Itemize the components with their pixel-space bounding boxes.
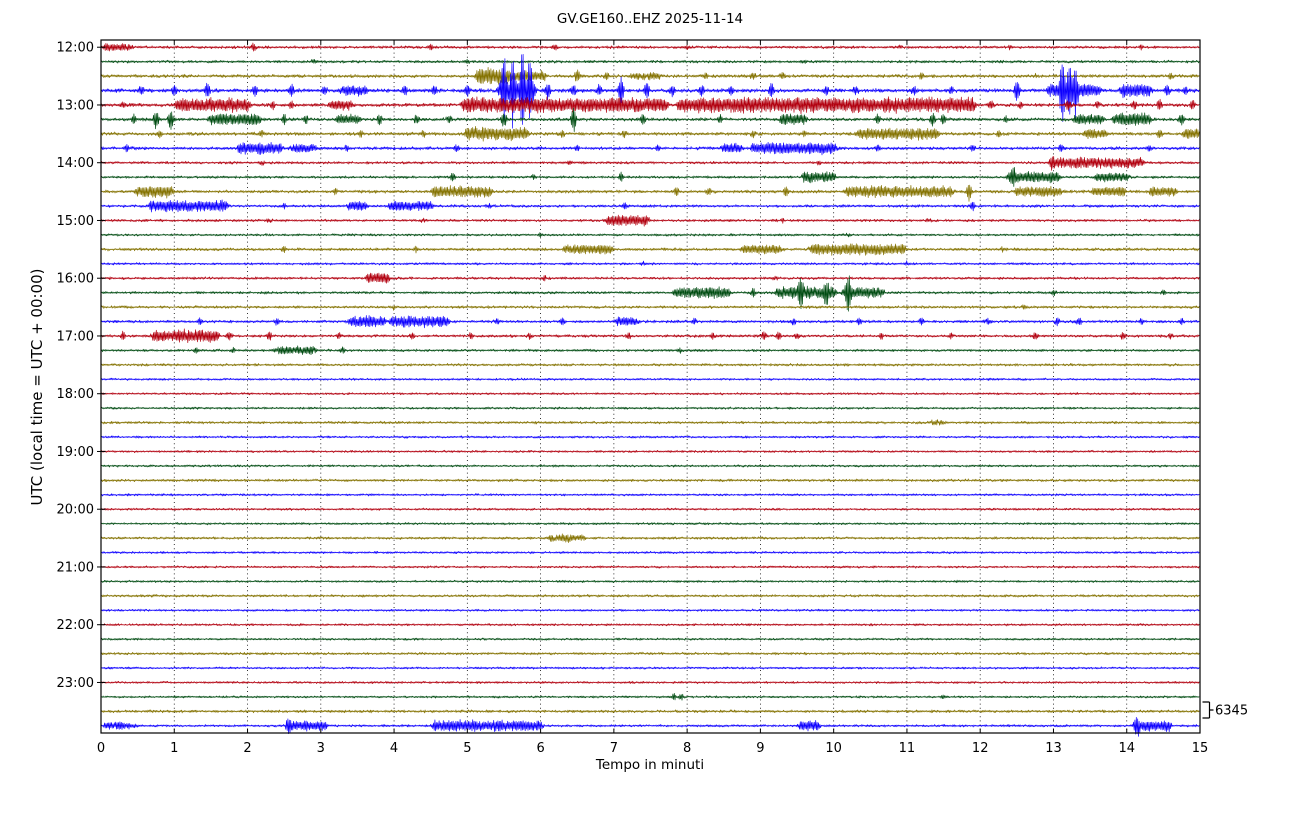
hour-tick-label: 16:00	[57, 272, 94, 287]
trace-20:00	[100, 507, 1200, 511]
trace-21:45	[100, 608, 1200, 612]
trace-13:15	[100, 107, 1200, 132]
trace-17:30	[100, 363, 1200, 367]
x-tick-label: 6	[536, 741, 544, 756]
trace-23:45	[100, 716, 1200, 737]
trace-15:00	[100, 214, 1200, 227]
hour-tick-label: 21:00	[57, 560, 94, 575]
trace-16:00	[100, 272, 1200, 284]
x-tick-label: 9	[756, 741, 764, 756]
trace-13:00	[100, 96, 1200, 115]
trace-13:45	[100, 141, 1200, 156]
x-tick-label: 15	[1192, 741, 1209, 756]
trace-19:45	[100, 493, 1200, 497]
x-tick-label: 7	[610, 741, 618, 756]
trace-18:30	[100, 419, 1200, 426]
axis-ticks	[97, 40, 1201, 733]
trace-22:15	[100, 637, 1200, 641]
amplitude-scale-bracket	[1202, 701, 1214, 719]
x-tick-label: 11	[899, 741, 916, 756]
hour-tick-label: 14:00	[57, 156, 94, 171]
trace-14:45	[100, 199, 1200, 213]
trace-16:30	[100, 304, 1200, 311]
trace-14:00	[100, 156, 1200, 171]
trace-21:30	[100, 594, 1200, 598]
trace-16:15	[100, 275, 1200, 312]
trace-19:30	[100, 478, 1200, 483]
trace-13:30	[100, 125, 1200, 142]
amplitude-scale-value: 6345	[1215, 704, 1248, 719]
x-tick-label: 0	[97, 741, 105, 756]
trace-18:45	[100, 435, 1200, 439]
x-tick-label: 8	[683, 741, 691, 756]
x-tick-label: 4	[390, 741, 398, 756]
hour-tick-label: 15:00	[57, 214, 94, 229]
hour-tick-label: 20:00	[57, 503, 94, 518]
x-tick-label: 13	[1045, 741, 1062, 756]
trace-lines	[100, 42, 1200, 737]
hour-tick-label: 19:00	[57, 445, 94, 460]
hour-tick-label: 18:00	[57, 387, 94, 402]
x-tick-label: 14	[1118, 741, 1135, 756]
trace-20:45	[100, 550, 1200, 555]
trace-20:15	[100, 522, 1200, 526]
hour-tick-label: 13:00	[57, 98, 94, 113]
trace-23:15	[100, 692, 1200, 701]
trace-12:30	[100, 67, 1200, 85]
x-tick-label: 12	[972, 741, 989, 756]
trace-20:30	[100, 533, 1200, 543]
trace-18:15	[100, 406, 1200, 410]
trace-15:15	[100, 232, 1200, 238]
x-tick-label: 5	[463, 741, 471, 756]
trace-14:30	[100, 184, 1200, 202]
trace-12:15	[100, 58, 1200, 65]
hour-tick-label: 12:00	[57, 41, 94, 56]
hour-tick-label: 17:00	[57, 329, 94, 344]
trace-21:15	[100, 579, 1200, 584]
trace-18:00	[100, 392, 1200, 396]
trace-21:00	[100, 565, 1200, 569]
trace-23:30	[100, 709, 1200, 714]
x-tick-label: 1	[170, 741, 178, 756]
chart-title: GV.GE160..EHZ 2025-11-14	[557, 11, 743, 27]
trace-12:00	[100, 42, 1200, 52]
y-tick-labels: 12:00 13:00 14:00 15:00 16:00 17:00 18:00 19:00…	[57, 41, 94, 691]
hour-tick-label: 23:00	[57, 676, 94, 691]
x-tick-label: 2	[243, 741, 251, 756]
x-tick-labels: 0 1 2 3 4 5 6 7 8 9 10 11 12 13 14 15	[97, 741, 1208, 756]
trace-16:45	[100, 315, 1200, 329]
x-tick-label: 10	[825, 741, 842, 756]
trace-17:00	[100, 328, 1200, 344]
trace-17:45	[100, 377, 1200, 381]
hour-tick-label: 22:00	[57, 618, 94, 633]
trace-22:00	[100, 623, 1200, 627]
plot-frame	[100, 39, 1201, 734]
trace-17:15	[100, 345, 1200, 356]
x-axis-label: Tempo in minuti	[595, 757, 704, 773]
trace-15:45	[100, 260, 1200, 266]
trace-19:15	[100, 464, 1200, 468]
trace-19:00	[100, 449, 1200, 454]
trace-15:30	[100, 243, 1200, 256]
trace-22:45	[100, 666, 1200, 670]
trace-14:15	[100, 167, 1200, 187]
trace-22:30	[100, 651, 1200, 656]
trace-12:45	[100, 54, 1200, 129]
trace-23:00	[100, 680, 1200, 685]
y-axis-label: UTC (local time = UTC + 00:00)	[28, 269, 46, 506]
x-tick-label: 3	[317, 741, 325, 756]
